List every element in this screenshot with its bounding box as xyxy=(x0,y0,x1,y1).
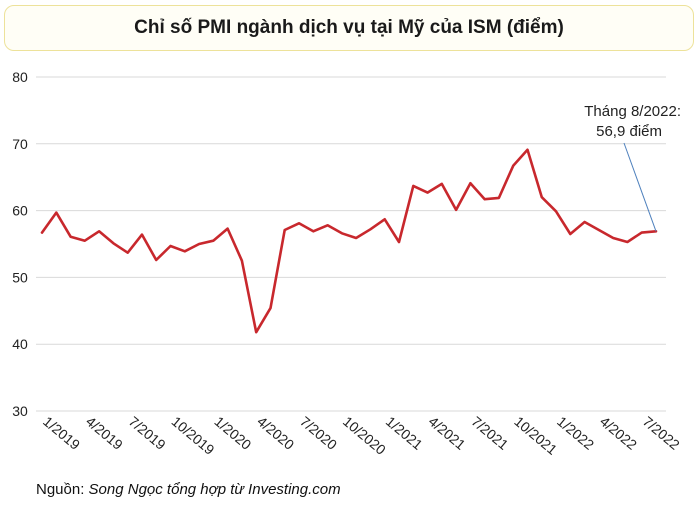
source-note: Nguồn: Song Ngọc tổng hợp từ Investing.c… xyxy=(36,481,341,498)
x-tick-label-10-2021: 10/2021 xyxy=(511,413,560,458)
source-value: Song Ngọc tổng hợp từ Investing.com xyxy=(88,481,341,498)
annotation-group: Tháng 8/2022: 56,9 điểm xyxy=(584,103,681,232)
y-tick-label-50: 50 xyxy=(12,269,28,285)
x-tick-label-7-2019: 7/2019 xyxy=(126,413,169,453)
x-tick-label-7-2021: 7/2021 xyxy=(468,413,511,453)
series-group xyxy=(40,148,658,334)
x-tick-label-1-2019: 1/2019 xyxy=(40,413,83,453)
y-tick-label-40: 40 xyxy=(12,336,28,352)
y-tick-label-30: 30 xyxy=(12,403,28,419)
x-tick-label-7-2022: 7/2022 xyxy=(640,413,683,453)
annotation-line2: 56,9 điểm xyxy=(596,123,662,140)
source-label: Nguồn: xyxy=(36,481,85,498)
x-tick-label-4-2019: 4/2019 xyxy=(83,413,126,453)
x-tick-label-1-2020: 1/2020 xyxy=(211,413,254,453)
annotation-line1: Tháng 8/2022: xyxy=(584,103,681,120)
chart-title: Chỉ số PMI ngành dịch vụ tại Mỹ của ISM … xyxy=(134,17,564,38)
series-line xyxy=(40,148,658,334)
y-tick-label-80: 80 xyxy=(12,69,28,85)
gridlines xyxy=(36,76,666,412)
y-axis: 30 40 50 60 70 80 xyxy=(12,69,28,419)
x-tick-label-1-2021: 1/2021 xyxy=(383,413,426,453)
y-tick-label-60: 60 xyxy=(12,203,28,219)
y-tick-label-70: 70 xyxy=(12,136,28,152)
x-tick-label-4-2020: 4/2020 xyxy=(254,413,297,453)
x-tick-label-10-2019: 10/2019 xyxy=(169,413,218,458)
chart-title-box: Chỉ số PMI ngành dịch vụ tại Mỹ của ISM … xyxy=(4,5,694,51)
x-tick-label-7-2020: 7/2020 xyxy=(297,413,340,453)
x-tick-label-4-2022: 4/2022 xyxy=(597,413,640,453)
x-tick-label-10-2020: 10/2020 xyxy=(340,413,389,458)
x-tick-label-1-2022: 1/2022 xyxy=(554,413,597,453)
x-tick-label-4-2021: 4/2021 xyxy=(426,413,469,453)
annotation-leader-line xyxy=(623,142,657,232)
